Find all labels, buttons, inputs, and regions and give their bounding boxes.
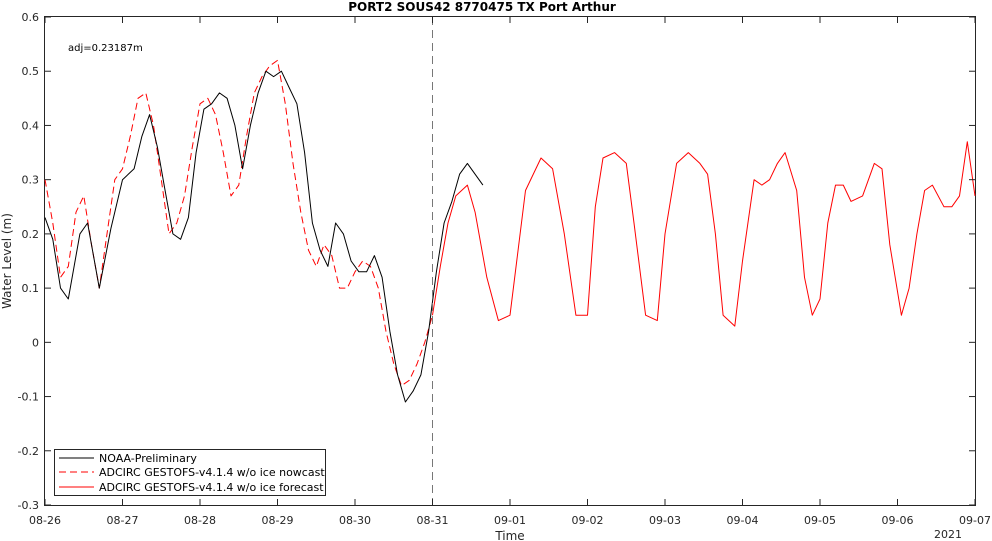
x-tick-label: 09-03 xyxy=(649,514,681,527)
x-tick-label: 09-02 xyxy=(572,514,604,527)
y-tick-label: 0.3 xyxy=(22,174,40,187)
y-tick-label: 0.4 xyxy=(22,119,40,132)
x-tick-label: 09-01 xyxy=(494,514,526,527)
y-axis-ticks: -0.3 -0.2 -0.1 0 0.1 0.2 0.3 0.4 0.5 0.6 xyxy=(18,11,975,512)
legend-label-nowcast: ADCIRC GESTOFS-v4.1.4 w/o ice nowcast xyxy=(99,466,325,479)
adj-annotation: adj=0.23187m xyxy=(68,43,143,54)
legend-label-forecast: ADCIRC GESTOFS-v4.1.4 w/o ice forecast xyxy=(99,481,324,494)
series-line-1 xyxy=(44,59,433,387)
x-tick-label: 08-28 xyxy=(184,514,216,527)
x-tick-label: 09-06 xyxy=(882,514,914,527)
year-label: 2021 xyxy=(934,528,962,541)
series-layer xyxy=(44,59,976,403)
series-line-2 xyxy=(432,141,976,327)
chart-title: PORT2 SOUS42 8770475 TX Port Arthur xyxy=(348,0,616,14)
legend-box xyxy=(54,449,326,496)
x-tick-label: 09-04 xyxy=(727,514,759,527)
y-tick-label: 0 xyxy=(32,336,39,349)
x-axis-ticks: 08-26 08-27 08-28 08-29 08-30 08-31 09-01 09-02… xyxy=(29,17,991,527)
plot-area xyxy=(44,16,976,506)
x-tick-label: 08-31 xyxy=(417,514,449,527)
x-axis-label: Time xyxy=(494,529,524,541)
y-tick-label: -0.3 xyxy=(18,499,39,512)
series-line-0 xyxy=(44,70,484,403)
x-tick-label: 08-29 xyxy=(262,514,294,527)
y-tick-label: 0.5 xyxy=(22,65,40,78)
y-tick-label: -0.2 xyxy=(18,445,39,458)
x-tick-label: 08-30 xyxy=(339,514,371,527)
y-axis-label: Water Level (m) xyxy=(0,213,14,309)
y-tick-label: -0.1 xyxy=(18,391,39,404)
x-tick-label: 08-27 xyxy=(107,514,139,527)
x-tick-label: 08-26 xyxy=(29,514,61,527)
x-tick-label: 09-07 xyxy=(959,514,991,527)
x-tick-label: 09-05 xyxy=(804,514,836,527)
y-tick-label: 0.1 xyxy=(22,282,40,295)
y-tick-label: 0.2 xyxy=(22,228,40,241)
y-tick-label: 0.6 xyxy=(22,11,40,24)
legend-label-noaa: NOAA-Preliminary xyxy=(99,452,197,465)
legend: NOAA-Preliminary ADCIRC GESTOFS-v4.1.4 w… xyxy=(54,449,326,496)
